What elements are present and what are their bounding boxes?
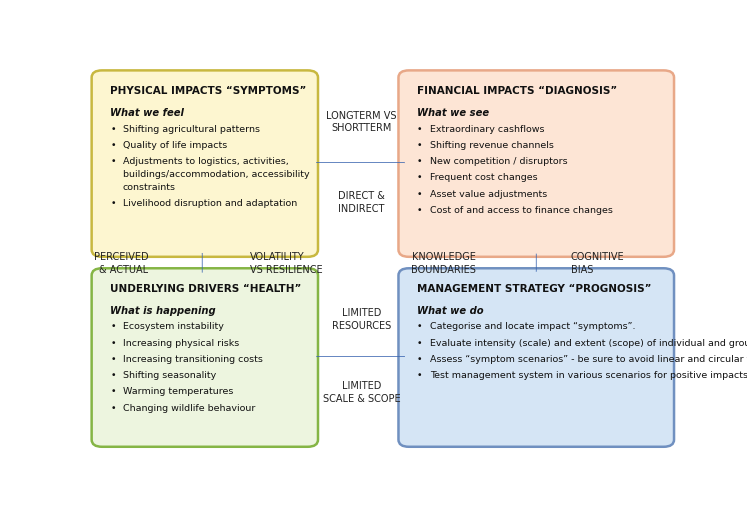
Text: •: • bbox=[417, 322, 423, 332]
Text: PERCEIVED
& ACTUAL: PERCEIVED & ACTUAL bbox=[93, 252, 149, 274]
Text: Quality of life impacts: Quality of life impacts bbox=[123, 141, 227, 150]
Text: Livelihood disruption and adaptation: Livelihood disruption and adaptation bbox=[123, 199, 297, 208]
Text: •: • bbox=[110, 371, 116, 380]
Text: What we feel: What we feel bbox=[110, 108, 184, 118]
Text: Test management system in various scenarios for positive impacts on underlying d: Test management system in various scenar… bbox=[430, 371, 747, 380]
Text: LONGTERM VS
SHORTTERM: LONGTERM VS SHORTTERM bbox=[326, 111, 397, 133]
Text: Extraordinary cashflows: Extraordinary cashflows bbox=[430, 124, 545, 134]
Text: Warming temperatures: Warming temperatures bbox=[123, 388, 233, 396]
Text: Increasing physical risks: Increasing physical risks bbox=[123, 339, 239, 348]
Text: •: • bbox=[110, 157, 116, 166]
Text: Categorise and locate impact “symptoms”.: Categorise and locate impact “symptoms”. bbox=[430, 322, 635, 332]
Text: •: • bbox=[110, 339, 116, 348]
Text: •: • bbox=[110, 199, 116, 208]
Text: Changing wildlife behaviour: Changing wildlife behaviour bbox=[123, 403, 255, 413]
Text: COGNITIVE
BIAS: COGNITIVE BIAS bbox=[571, 252, 624, 274]
Text: Shifting agricultural patterns: Shifting agricultural patterns bbox=[123, 124, 260, 134]
Text: •: • bbox=[417, 206, 423, 215]
Text: •: • bbox=[417, 355, 423, 364]
FancyBboxPatch shape bbox=[398, 70, 674, 257]
Text: UNDERLYING DRIVERS “HEALTH”: UNDERLYING DRIVERS “HEALTH” bbox=[110, 284, 302, 294]
FancyBboxPatch shape bbox=[398, 268, 674, 447]
Text: Frequent cost changes: Frequent cost changes bbox=[430, 173, 537, 182]
Text: What is happening: What is happening bbox=[110, 306, 216, 316]
Text: Shifting revenue channels: Shifting revenue channels bbox=[430, 141, 554, 150]
Text: MANAGEMENT STRATEGY “PROGNOSIS”: MANAGEMENT STRATEGY “PROGNOSIS” bbox=[417, 284, 651, 294]
Text: •: • bbox=[417, 371, 423, 380]
Text: buildings/accommodation, accessibility: buildings/accommodation, accessibility bbox=[123, 170, 309, 179]
Text: •: • bbox=[110, 124, 116, 134]
Text: •: • bbox=[417, 141, 423, 150]
Text: •: • bbox=[110, 141, 116, 150]
Text: •: • bbox=[417, 157, 423, 166]
Text: KNOWLEDGE
BOUNDARIES: KNOWLEDGE BOUNDARIES bbox=[411, 252, 476, 274]
Text: Evaluate intensity (scale) and extent (scope) of individual and groups of “sympt: Evaluate intensity (scale) and extent (s… bbox=[430, 339, 747, 348]
Text: •: • bbox=[110, 388, 116, 396]
Text: •: • bbox=[110, 355, 116, 364]
FancyBboxPatch shape bbox=[92, 268, 318, 447]
Text: •: • bbox=[417, 339, 423, 348]
Text: What we see: What we see bbox=[417, 108, 489, 118]
Text: FINANCIAL IMPACTS “DIAGNOSIS”: FINANCIAL IMPACTS “DIAGNOSIS” bbox=[417, 86, 617, 96]
Text: Assess “symptom scenarios” - be sure to avoid linear and circular thinking - alw: Assess “symptom scenarios” - be sure to … bbox=[430, 355, 747, 364]
Text: LIMITED
SCALE & SCOPE: LIMITED SCALE & SCOPE bbox=[323, 381, 400, 404]
Text: •: • bbox=[417, 124, 423, 134]
Text: New competition / disruptors: New competition / disruptors bbox=[430, 157, 568, 166]
Text: Asset value adjustments: Asset value adjustments bbox=[430, 190, 547, 198]
Text: Ecosystem instability: Ecosystem instability bbox=[123, 322, 224, 332]
Text: VOLATILITY
VS RESILIENCE: VOLATILITY VS RESILIENCE bbox=[249, 252, 322, 274]
Text: Cost of and access to finance changes: Cost of and access to finance changes bbox=[430, 206, 613, 215]
Text: •: • bbox=[110, 403, 116, 413]
Text: •: • bbox=[110, 322, 116, 332]
Text: •: • bbox=[417, 173, 423, 182]
Text: constraints: constraints bbox=[123, 183, 176, 192]
Text: LIMITED
RESOURCES: LIMITED RESOURCES bbox=[332, 308, 391, 331]
Text: PHYSICAL IMPACTS “SYMPTOMS”: PHYSICAL IMPACTS “SYMPTOMS” bbox=[110, 86, 306, 96]
Text: DIRECT &
INDIRECT: DIRECT & INDIRECT bbox=[338, 192, 385, 214]
Text: What we do: What we do bbox=[417, 306, 483, 316]
Text: •: • bbox=[417, 190, 423, 198]
Text: Adjustments to logistics, activities,: Adjustments to logistics, activities, bbox=[123, 157, 288, 166]
FancyBboxPatch shape bbox=[92, 70, 318, 257]
Text: Increasing transitioning costs: Increasing transitioning costs bbox=[123, 355, 263, 364]
Text: Shifting seasonality: Shifting seasonality bbox=[123, 371, 216, 380]
